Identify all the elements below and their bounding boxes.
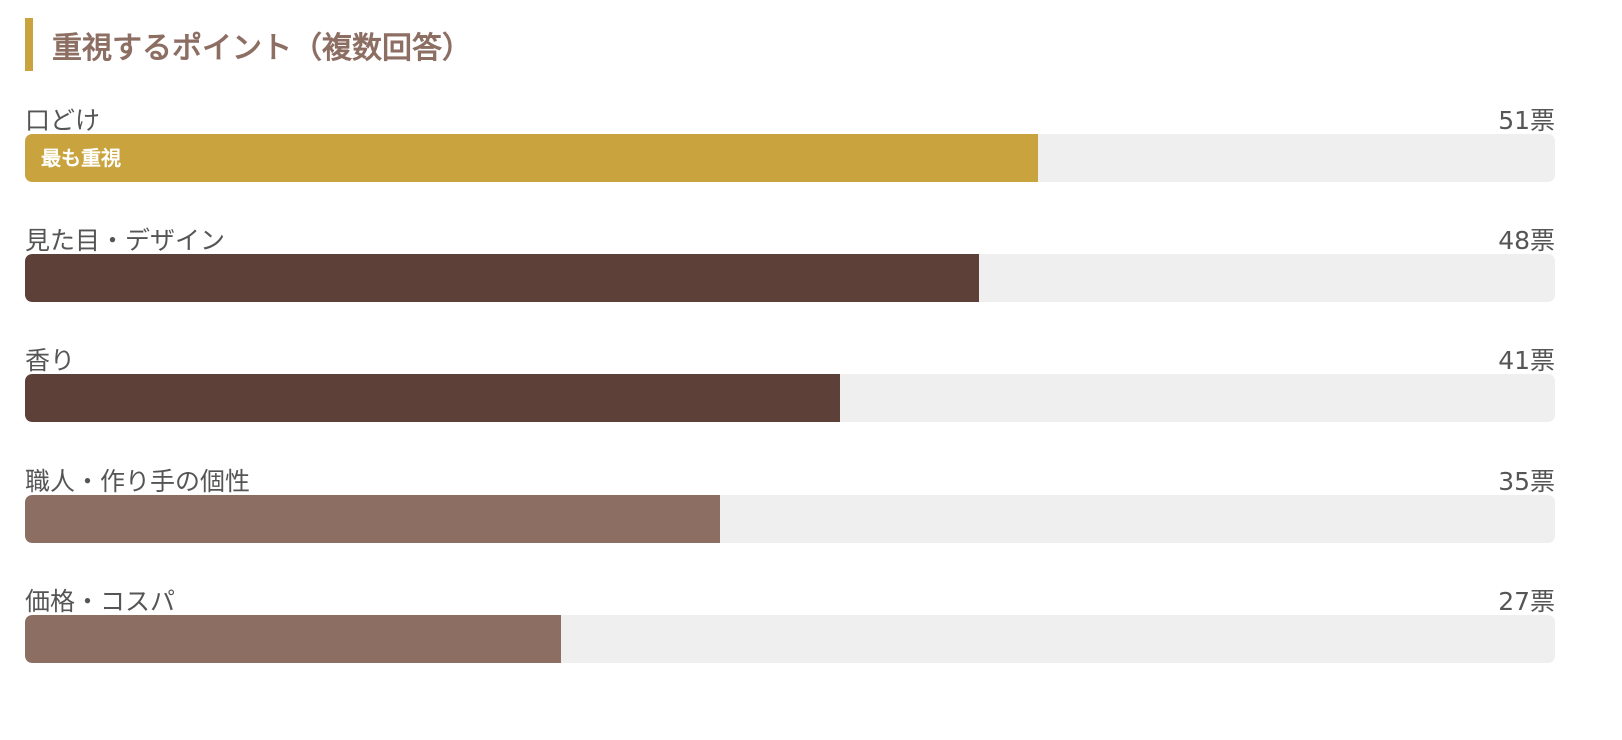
bar-row: 価格・コスパ 27票 [25, 585, 1555, 665]
bar-row: 香り 41票 [25, 344, 1555, 424]
bar-track: 最も重視 [25, 134, 1555, 182]
bar-track [25, 254, 1555, 303]
bar-fill [25, 614, 561, 663]
bar-track [25, 374, 1555, 423]
category-label: 職人・作り手の個性 [25, 466, 251, 496]
top-priority-badge: 最も重視 [41, 146, 121, 170]
vote-count-label: 27票 [1498, 586, 1555, 616]
category-label: 見た目・デザイン [25, 226, 226, 256]
category-label: 香り [25, 346, 76, 376]
bar-row: 口どけ 51票最も重視 [25, 104, 1555, 184]
category-label: 口どけ [25, 106, 101, 135]
bar-fill: 最も重視 [25, 134, 1038, 182]
bar-fill [25, 494, 720, 543]
vote-count-label: 35票 [1498, 466, 1555, 496]
bar-track [25, 614, 1555, 663]
vote-count-label: 51票 [1498, 106, 1555, 135]
priority-bar-chart: 口どけ 51票最も重視見た目・デザイン 48票香り 41票職人・作り手の個性 35票価格… [25, 0, 1555, 740]
bar-row: 職人・作り手の個性 35票 [25, 465, 1555, 545]
vote-count-label: 48票 [1498, 226, 1555, 256]
section-heading: 重視するポイント（複数回答） [25, 18, 472, 71]
category-label: 価格・コスパ [25, 586, 176, 616]
bar-track [25, 494, 1555, 543]
bar-fill [25, 374, 840, 423]
bar-row: 見た目・デザイン 48票 [25, 224, 1555, 304]
vote-count-label: 41票 [1498, 346, 1555, 376]
bar-fill [25, 254, 979, 303]
